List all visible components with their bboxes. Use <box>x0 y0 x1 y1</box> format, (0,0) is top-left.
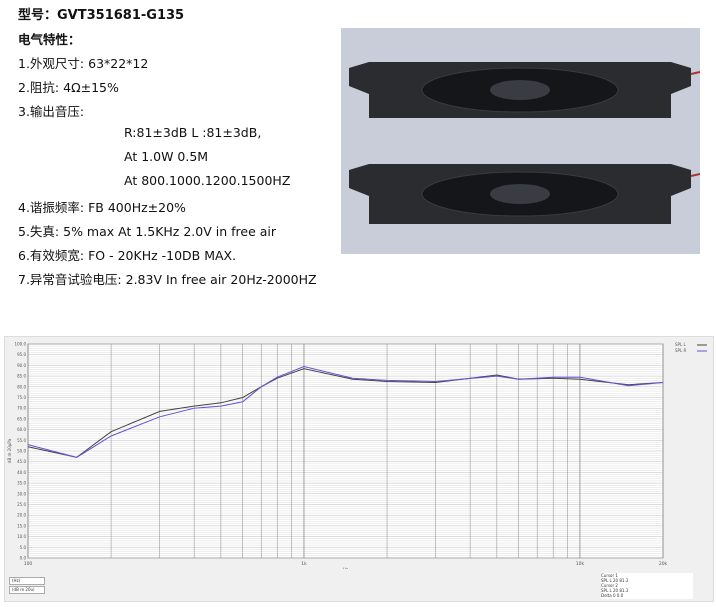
cursor-row: SPL L 20 81.3 <box>601 588 629 593</box>
x-tick-label: 10k <box>576 561 585 567</box>
y-tick-label: 100.0 <box>15 342 27 347</box>
spec-item: At 800.1000.1200.1500HZ <box>124 173 291 188</box>
y-tick-label: 40.0 <box>17 470 26 475</box>
spec-item: At 1.0W 0.5M <box>124 149 209 164</box>
x-tick-label: 100 <box>24 561 33 567</box>
spec-item: R:81±3dB L :81±3dB, <box>124 125 262 140</box>
y-axis-label: dB re 20µPa <box>7 438 12 463</box>
section-heading: 电气特性： <box>18 32 81 47</box>
model-title: 型号：GVT351681-G135 <box>18 8 185 23</box>
legend-entry: SPL R <box>675 348 686 353</box>
series-line-spl-l <box>27 368 664 458</box>
y-tick-label: 80.0 <box>17 384 26 389</box>
x-axis-label: Hz <box>343 567 348 569</box>
cursor-readout: Cursor 1 SPL L 20 81.3 Cursor 2 SPL L 20… <box>601 573 693 599</box>
frequency-response-chart: 0.0 5.0 10.0 15.0 20.0 25.0 30.0 35.0 40.0 45.0 50… <box>4 336 714 602</box>
y-tick-label: 95.0 <box>17 352 26 357</box>
cursor-row: Cursor 2 <box>601 583 618 588</box>
speaker-top <box>349 62 701 118</box>
y-tick-label: 55.0 <box>17 438 26 443</box>
y-tick-label: 85.0 <box>17 374 26 379</box>
x-tick-label: 1k <box>301 561 307 567</box>
spec-item: 6.有效频宽: FO - 20KHz -10DB MAX. <box>18 248 237 263</box>
cursor-row: Cursor 1 <box>601 573 618 578</box>
y-tick-label: 20.0 <box>17 513 26 518</box>
y-tick-label: 50.0 <box>17 449 26 454</box>
y-tick-label: 25.0 <box>17 502 26 507</box>
y-tick-label: 65.0 <box>17 416 26 421</box>
y-tick-label: 75.0 <box>17 395 26 400</box>
series-line-spl-r <box>27 365 664 458</box>
y-tick-label: 70.0 <box>17 406 26 411</box>
y-tick-label: 30.0 <box>17 491 26 496</box>
y-tick-label: 45.0 <box>17 459 26 464</box>
y-tick-label: 0.0 <box>20 556 27 561</box>
y-tick-label: 10.0 <box>17 534 26 539</box>
y-tick-label: 15.0 <box>17 523 26 528</box>
legend-entry: SPL L <box>675 342 686 347</box>
ref-field[interactable]: (dB re 20u) <box>9 586 45 594</box>
speaker-bottom <box>349 164 701 224</box>
spec-item: 5.失真: 5% max At 1.5KHz 2.0V in free air <box>18 224 277 239</box>
cursor-row: SPL L 20 81.3 <box>601 578 629 583</box>
spec-item: 2.阻抗: 4Ω±15% <box>18 80 119 95</box>
y-tick-label: 90.0 <box>17 363 26 368</box>
speaker-photo <box>341 28 701 254</box>
spec-item: 7.异常音试验电压: 2.83V In free air 20Hz-2000HZ <box>18 272 317 287</box>
y-tick-label: 5.0 <box>20 545 27 550</box>
cursor-row: Delta 0 0.0 <box>601 593 624 598</box>
spec-item: 1.外观尺寸: 63*22*12 <box>18 56 149 71</box>
spec-item: 4.谐振频率: FB 400Hz±20% <box>18 200 186 215</box>
y-tick-label: 60.0 <box>17 427 26 432</box>
x-tick-label: 20k <box>659 561 668 567</box>
y-tick-label: 35.0 <box>17 481 26 486</box>
unit-field[interactable]: (Hz) <box>9 577 45 585</box>
spec-item: 3.输出音压: <box>18 104 85 119</box>
